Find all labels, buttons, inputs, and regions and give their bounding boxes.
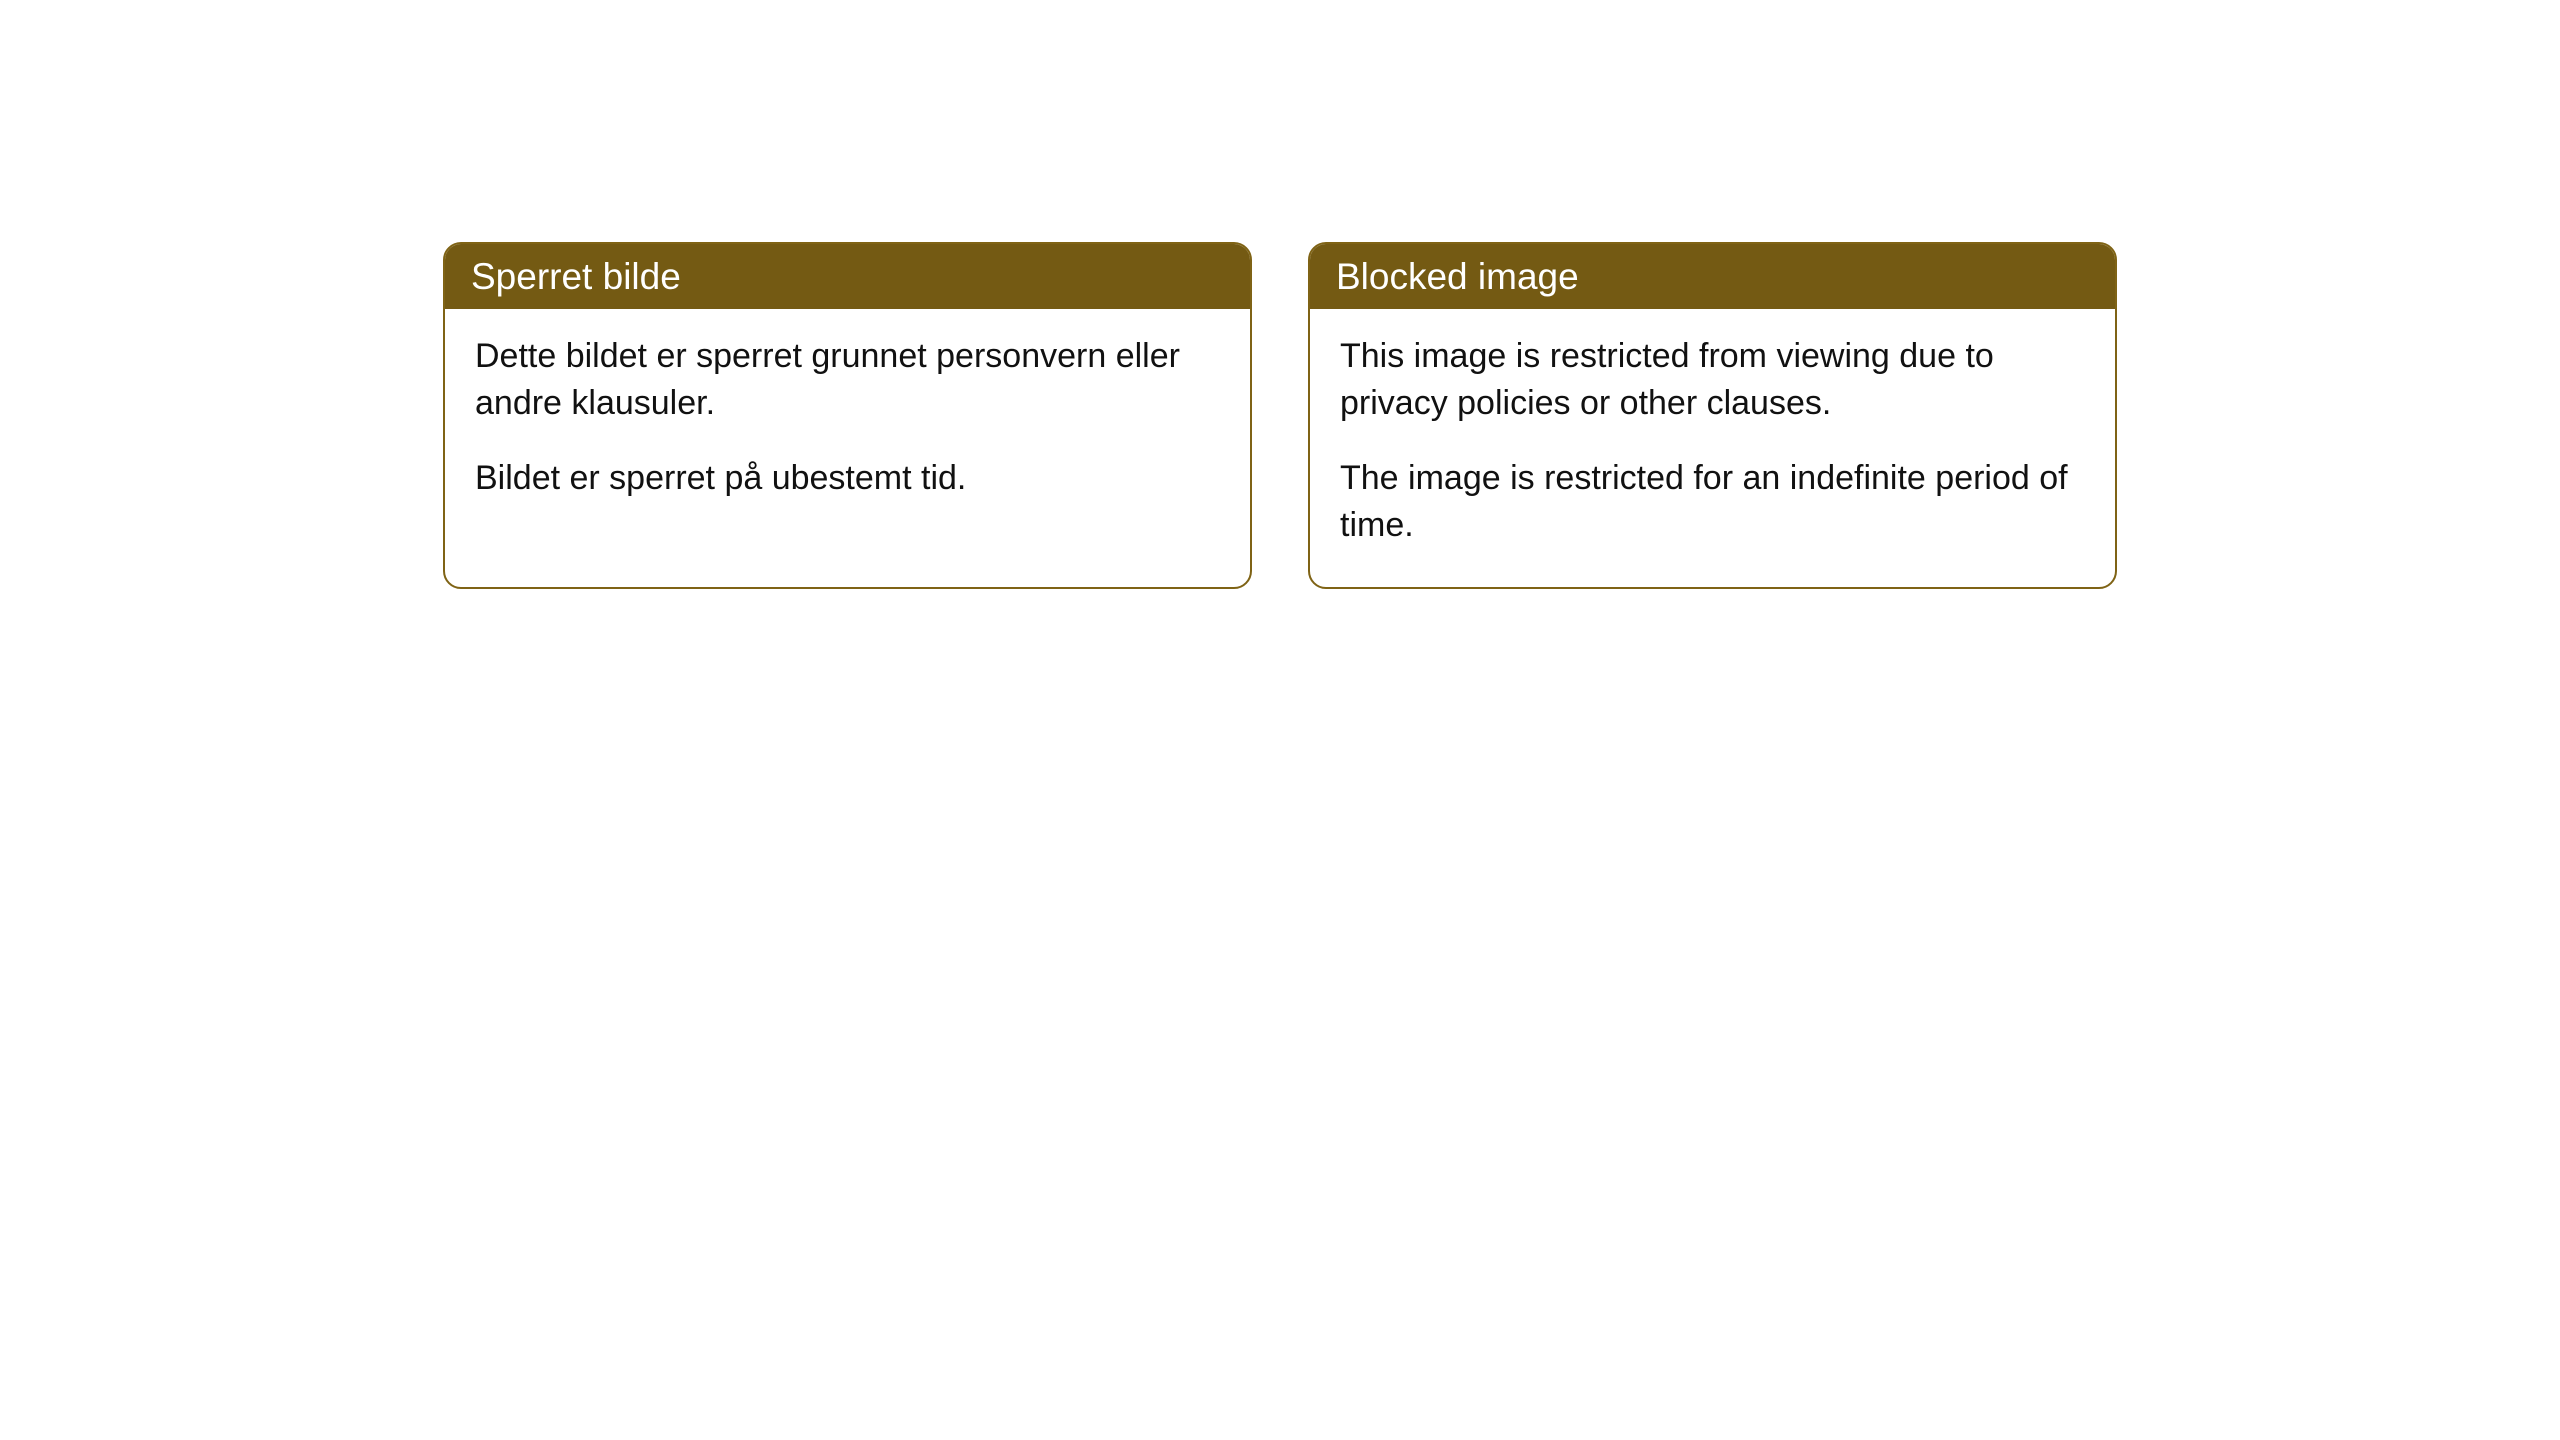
card-paragraph-2-norwegian: Bildet er sperret på ubestemt tid. xyxy=(475,455,1220,502)
card-header-norwegian: Sperret bilde xyxy=(445,244,1250,309)
card-body-english: This image is restricted from viewing du… xyxy=(1310,309,2115,587)
card-body-norwegian: Dette bildet er sperret grunnet personve… xyxy=(445,309,1250,540)
card-title-norwegian: Sperret bilde xyxy=(471,256,681,297)
card-header-english: Blocked image xyxy=(1310,244,2115,309)
blocked-image-card-english: Blocked image This image is restricted f… xyxy=(1308,242,2117,589)
card-title-english: Blocked image xyxy=(1336,256,1579,297)
notice-container: Sperret bilde Dette bildet er sperret gr… xyxy=(0,242,2560,589)
card-paragraph-1-english: This image is restricted from viewing du… xyxy=(1340,333,2085,427)
card-paragraph-1-norwegian: Dette bildet er sperret grunnet personve… xyxy=(475,333,1220,427)
card-paragraph-2-english: The image is restricted for an indefinit… xyxy=(1340,455,2085,549)
blocked-image-card-norwegian: Sperret bilde Dette bildet er sperret gr… xyxy=(443,242,1252,589)
